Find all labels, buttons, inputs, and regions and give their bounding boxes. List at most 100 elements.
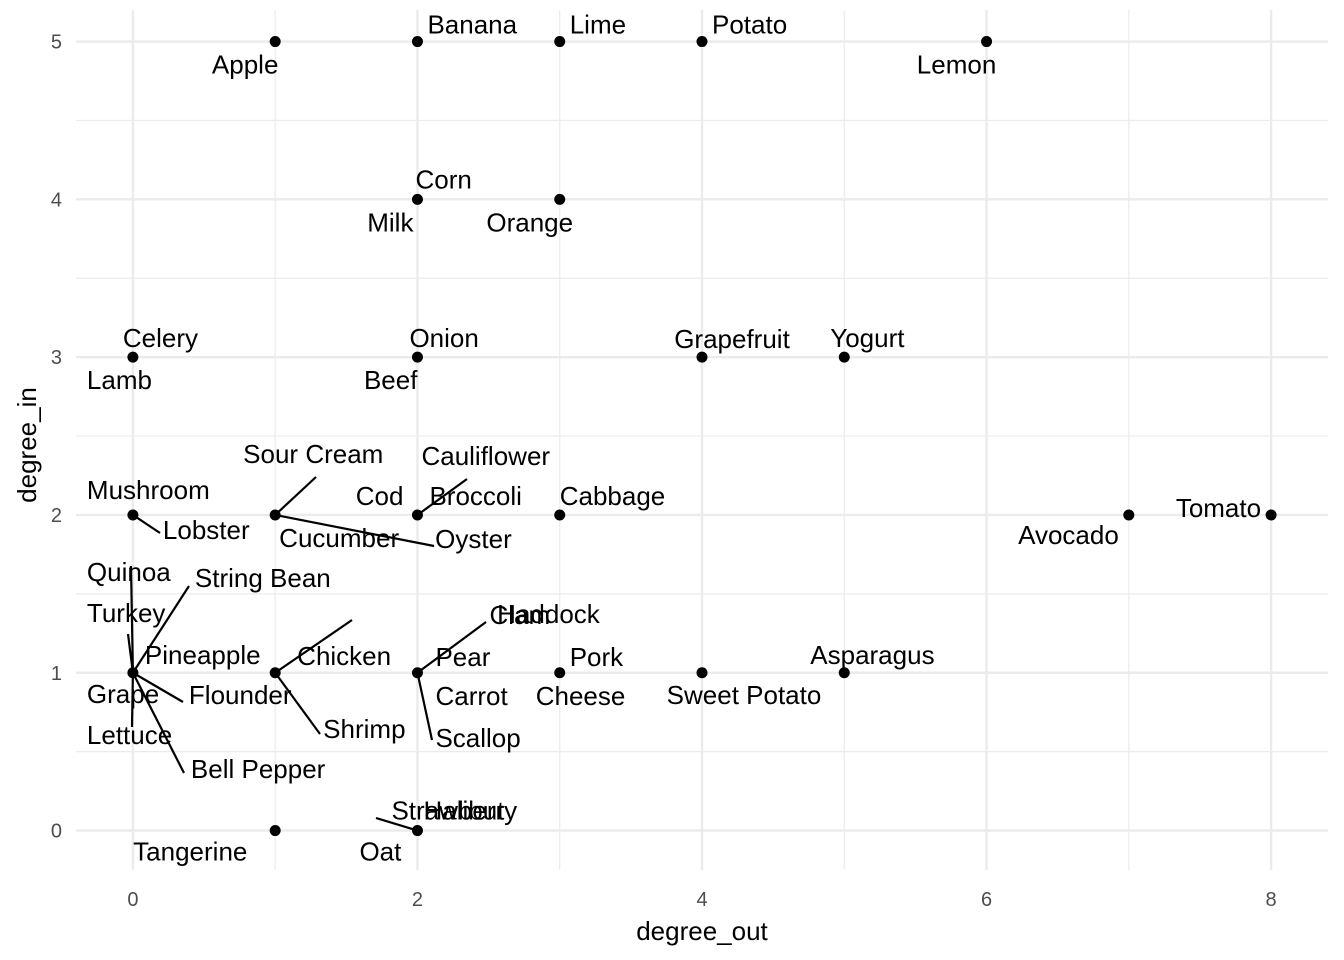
data-point bbox=[127, 509, 139, 521]
point-label: Tomato bbox=[1176, 493, 1261, 523]
data-point bbox=[411, 509, 423, 521]
point-label: Avocado bbox=[1018, 520, 1119, 550]
y-tick-label: 3 bbox=[51, 347, 62, 369]
point-label: Onion bbox=[409, 323, 478, 353]
point-label: Lobster bbox=[163, 515, 250, 545]
data-point bbox=[411, 193, 423, 205]
data-point bbox=[838, 351, 850, 363]
point-label: Scallop bbox=[435, 723, 520, 753]
data-point bbox=[269, 825, 281, 837]
leader-line bbox=[131, 672, 185, 774]
y-tick-label: 4 bbox=[51, 189, 62, 211]
leader-line bbox=[274, 476, 317, 516]
data-point bbox=[127, 667, 139, 679]
y-tick-label: 2 bbox=[51, 505, 62, 527]
point-label: Bell Pepper bbox=[191, 754, 326, 784]
point-label: Strawberry bbox=[391, 796, 517, 826]
data-point bbox=[411, 825, 423, 837]
data-point bbox=[1123, 509, 1135, 521]
point-label: Carrot bbox=[435, 681, 508, 711]
y-axis-title: degree_in bbox=[12, 387, 42, 503]
data-point bbox=[696, 36, 708, 48]
point-label: Celery bbox=[123, 323, 198, 353]
data-point bbox=[696, 667, 708, 679]
data-point bbox=[554, 193, 566, 205]
leader-line bbox=[130, 672, 135, 728]
point-label: Grapefruit bbox=[674, 324, 790, 354]
data-point bbox=[411, 36, 423, 48]
point-label: Flounder bbox=[189, 680, 292, 710]
data-point bbox=[981, 36, 993, 48]
data-point bbox=[838, 667, 850, 679]
point-label: Corn bbox=[415, 164, 471, 194]
label-leader-lines bbox=[126, 476, 487, 832]
point-label: Lemon bbox=[917, 50, 997, 80]
data-point bbox=[127, 351, 139, 363]
data-point bbox=[269, 667, 281, 679]
y-axis-tick-labels: 0 1 2 3 4 5 bbox=[51, 32, 62, 843]
point-label: Turkey bbox=[87, 598, 166, 628]
point-label: Orange bbox=[486, 207, 573, 237]
point-label: Lettuce bbox=[87, 720, 172, 750]
leader-line bbox=[416, 478, 468, 516]
point-label: Cheese bbox=[536, 681, 626, 711]
x-axis-title: degree_out bbox=[636, 916, 768, 946]
leader-line bbox=[129, 565, 135, 673]
point-label: Grape bbox=[87, 679, 159, 709]
data-point bbox=[411, 667, 423, 679]
data-point bbox=[554, 509, 566, 521]
point-label: Lamb bbox=[87, 365, 152, 395]
point-label: Chicken bbox=[297, 641, 391, 671]
x-tick-label: 8 bbox=[1266, 889, 1277, 911]
point-label: Oat bbox=[359, 837, 402, 867]
point-label: Pork bbox=[570, 642, 624, 672]
point-label: Clam bbox=[489, 600, 550, 630]
x-tick-label: 0 bbox=[127, 889, 138, 911]
data-point bbox=[554, 36, 566, 48]
data-point bbox=[554, 667, 566, 679]
point-label: Yogurt bbox=[830, 323, 905, 353]
y-tick-label: 1 bbox=[51, 663, 62, 685]
x-tick-label: 4 bbox=[696, 889, 707, 911]
leader-line bbox=[274, 513, 435, 548]
point-label: Asparagus bbox=[810, 640, 934, 670]
leader-line bbox=[274, 672, 321, 735]
data-point bbox=[696, 351, 708, 363]
point-label: Sweet Potato bbox=[667, 680, 822, 710]
leader-line bbox=[416, 621, 487, 674]
y-tick-label: 0 bbox=[51, 821, 62, 843]
y-tick-label: 5 bbox=[51, 32, 62, 54]
point-label: Apple bbox=[212, 50, 279, 80]
point-label: Broccoli bbox=[429, 481, 521, 511]
point-label: Beef bbox=[364, 365, 418, 395]
point-label: Pineapple bbox=[145, 640, 261, 670]
data-point bbox=[269, 36, 281, 48]
leader-line bbox=[274, 619, 353, 674]
leader-line bbox=[375, 816, 418, 832]
point-label: Sour Cream bbox=[243, 439, 383, 469]
point-label: Cabbage bbox=[560, 481, 666, 511]
point-label: Cod bbox=[356, 481, 404, 511]
point-label: Banana bbox=[427, 10, 517, 40]
x-tick-label: 2 bbox=[412, 889, 423, 911]
leader-line bbox=[131, 585, 190, 674]
x-tick-label: 6 bbox=[981, 889, 992, 911]
data-point bbox=[411, 351, 423, 363]
point-label: Milk bbox=[367, 207, 414, 237]
point-label: Potato bbox=[712, 10, 787, 40]
point-label: Cucumber bbox=[279, 523, 399, 553]
point-label: Halibut bbox=[423, 796, 505, 826]
leader-line bbox=[132, 671, 184, 703]
leader-line bbox=[126, 633, 135, 673]
point-label: Tangerine bbox=[133, 837, 247, 867]
data-point bbox=[1265, 509, 1277, 521]
data-point bbox=[269, 509, 281, 521]
point-label: Oyster bbox=[435, 524, 512, 554]
point-label: Shrimp bbox=[323, 714, 405, 744]
x-axis-tick-labels: 0 2 4 6 8 bbox=[127, 889, 1276, 911]
leader-line bbox=[416, 672, 434, 741]
point-label: Cauliflower bbox=[421, 441, 550, 471]
point-label: Mushroom bbox=[87, 475, 210, 505]
